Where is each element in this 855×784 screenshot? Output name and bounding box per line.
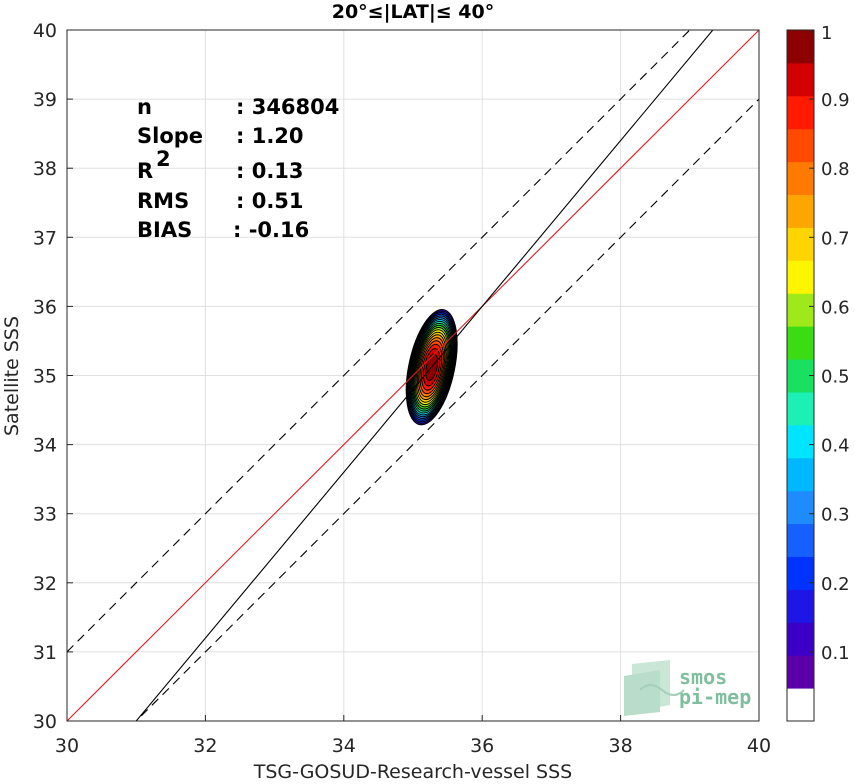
- colorbar-band: [787, 589, 814, 623]
- stat-label: BIAS: [137, 218, 192, 242]
- colorbar-band: [787, 457, 814, 492]
- x-tick-label: 36: [470, 735, 494, 757]
- colorbar-band: [787, 62, 814, 97]
- x-tick-label: 40: [747, 735, 771, 757]
- colorbar-band: [787, 30, 814, 64]
- y-tick-label: 37: [33, 227, 57, 249]
- colorbar-band: [787, 622, 814, 656]
- stat-value: : 346804: [236, 95, 339, 119]
- colorbar-band: [787, 227, 814, 261]
- stat-label: Slope: [137, 124, 203, 148]
- stat-label: n: [137, 95, 152, 119]
- logo-text-pi-mep: pi-mep: [679, 685, 751, 709]
- y-tick-label: 33: [33, 504, 57, 526]
- colorbar-band: [787, 655, 814, 689]
- colorbar-band: [787, 424, 814, 459]
- stat-value: : 1.20: [236, 124, 304, 148]
- x-tick-label: 38: [609, 735, 633, 757]
- colorbar-band: [787, 490, 814, 525]
- x-tick-label: 32: [193, 735, 217, 757]
- colorbar-band: [787, 523, 814, 557]
- y-tick-label: 31: [33, 642, 57, 664]
- logo-waves-icon: [624, 660, 685, 716]
- line-one-to-one: [67, 30, 759, 721]
- colorbar-tick-label: 0.8: [821, 159, 850, 180]
- stat-value: : 0.51: [236, 189, 304, 213]
- colorbar-band: [787, 95, 814, 130]
- y-tick-label: 40: [33, 20, 57, 42]
- colorbar: [787, 30, 814, 722]
- line-regression: [135, 30, 714, 721]
- y-tick-label: 35: [33, 366, 57, 388]
- colorbar-band: [787, 194, 814, 228]
- stats-box: n : 346804 Slope : 1.20 R 2 : 0.13 RMS : 0.51 BIA…: [137, 95, 339, 242]
- colorbar-tick-label: 0.1: [821, 643, 850, 664]
- colorbar-band: [787, 326, 814, 360]
- colorbar-tick-label: 0.2: [821, 574, 850, 595]
- y-tick-label: 34: [33, 435, 57, 457]
- colorbar-band: [787, 128, 814, 163]
- colorbar-band: [787, 556, 814, 590]
- y-axis-label: Satellite SSS: [1, 316, 23, 436]
- y-tick-label: 36: [33, 296, 57, 318]
- logo-text-smos: smos: [679, 665, 727, 689]
- reference-lines: [67, 30, 759, 721]
- colorbar-tick-label: 0.4: [821, 436, 850, 457]
- colorbar-tick-label: 0.6: [821, 297, 850, 318]
- y-tick-label: 38: [33, 158, 57, 180]
- colorbar-band: [787, 391, 814, 426]
- colorbar-tick-label: 0.7: [821, 228, 850, 249]
- colorbar-band: [787, 688, 814, 722]
- x-axis-ticks: 30 32 34 36 38 40: [55, 715, 771, 757]
- colorbar-tick-label: 1: [821, 23, 832, 44]
- smos-pi-mep-logo: smos pi-mep: [624, 660, 751, 716]
- y-axis-ticks: 30 31 32 33 34 35 36 37 38 39 40: [33, 20, 73, 733]
- y-tick-label: 39: [33, 89, 57, 111]
- colorbar-band: [787, 161, 814, 196]
- stat-label: R: [137, 159, 153, 183]
- stat-value: : -0.16: [233, 218, 309, 242]
- x-axis-label: TSG-GOSUD-Research-vessel SSS: [253, 761, 573, 783]
- y-tick-label: 30: [33, 711, 57, 733]
- stat-label-superscript: 2: [156, 147, 171, 171]
- stat-value: : 0.13: [236, 159, 304, 183]
- colorbar-band: [787, 293, 814, 327]
- x-tick-label: 34: [332, 735, 356, 757]
- y-tick-label: 32: [33, 573, 57, 595]
- chart-title: 20°≤|LAT|≤ 40°: [332, 1, 495, 23]
- colorbar-band: [787, 260, 814, 294]
- colorbar-ticks: 0.1 0.2 0.3 0.4 0.5 0.6 0.7 0.8 0.9 1: [809, 23, 850, 664]
- line-lower-bound: [135, 98, 759, 721]
- x-tick-label: 30: [55, 735, 79, 757]
- colorbar-tick-label: 0.9: [821, 90, 850, 111]
- stat-label: RMS: [137, 189, 189, 213]
- colorbar-tick-label: 0.3: [821, 505, 850, 526]
- colorbar-tick-label: 0.5: [821, 367, 850, 388]
- line-upper-bound: [67, 30, 691, 653]
